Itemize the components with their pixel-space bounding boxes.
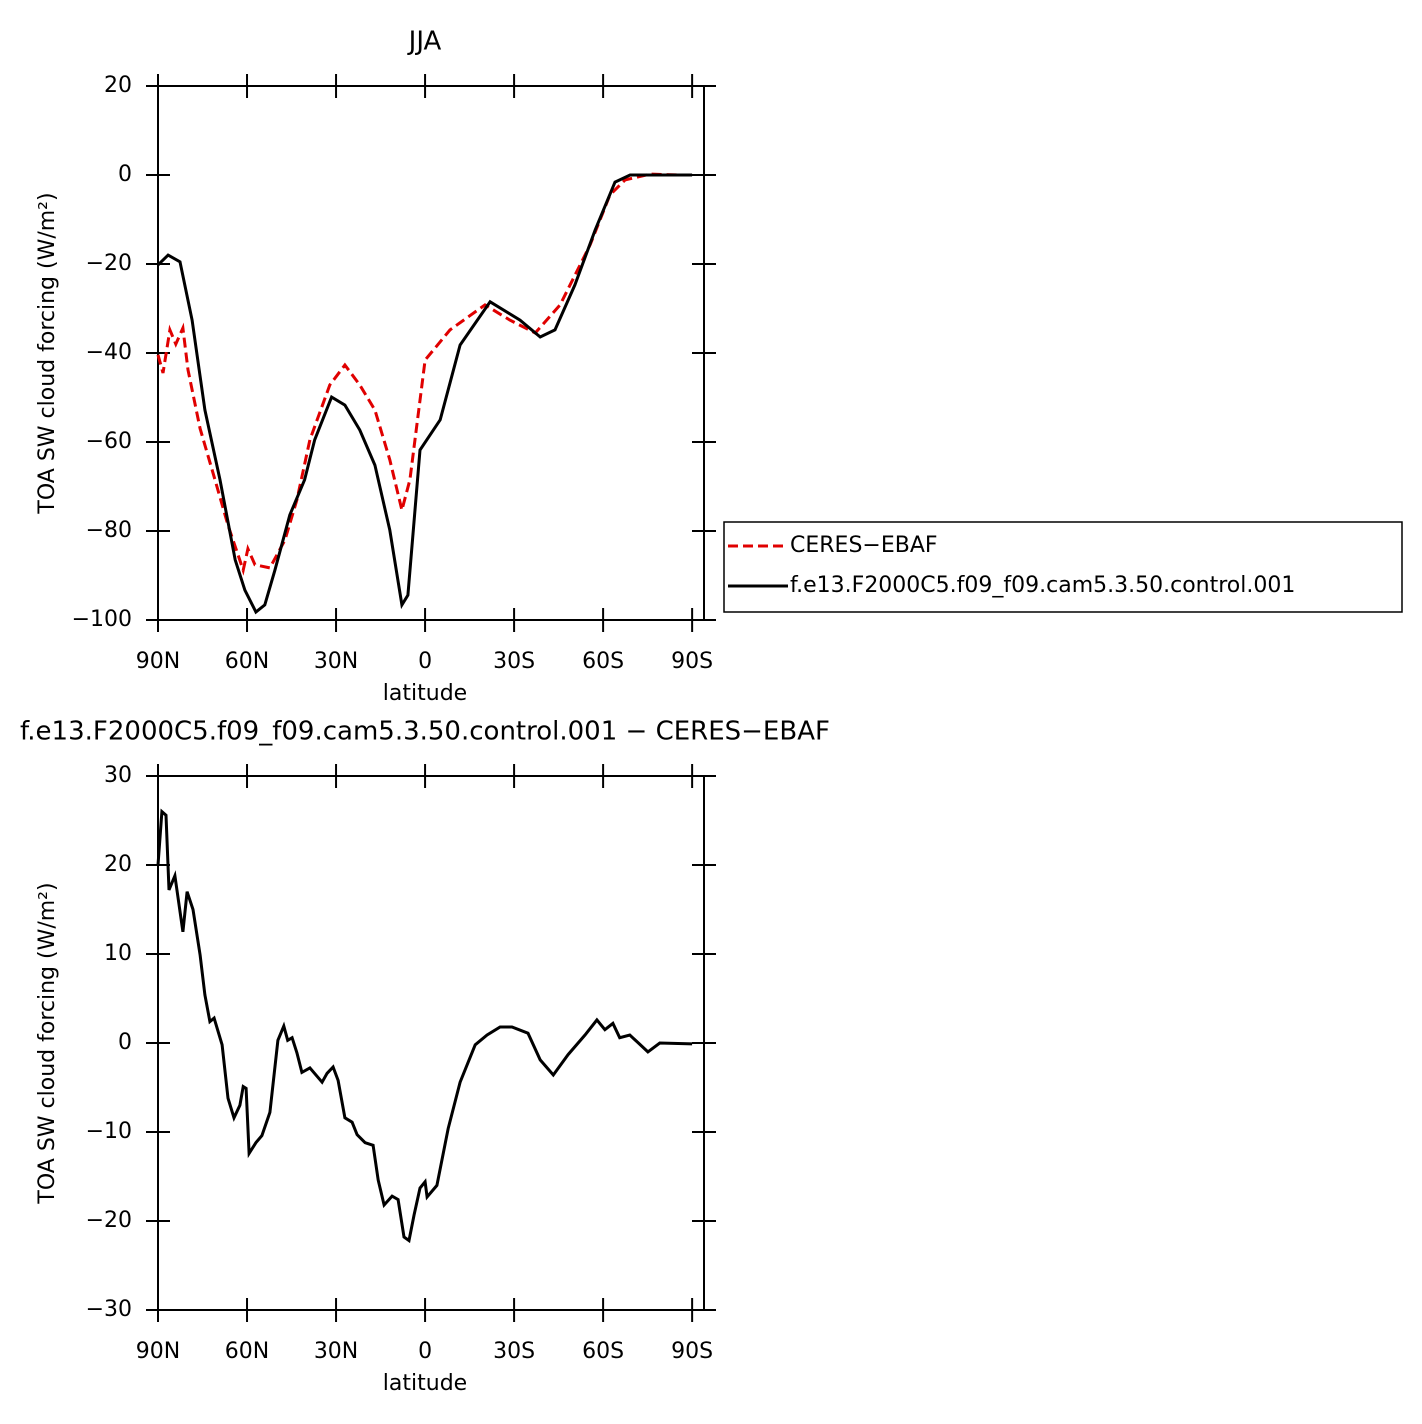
y-tick-label: 30 [104,763,132,788]
x-tick-label: 90N [136,1339,180,1364]
data-line [156,172,693,576]
x-tick-label: 30N [314,1339,358,1364]
y-tick-label: 20 [104,852,132,877]
x-tick-label: 0 [418,649,432,674]
x-tick-label: 60N [225,649,269,674]
plot-frame [157,775,705,1311]
y-axis-label: TOA SW cloud forcing (W/m²) [35,882,60,1204]
x-axis-label: latitude [383,1371,467,1396]
x-tick-label: 60S [582,649,624,674]
legend-box [723,521,1403,613]
x-tick-label: 0 [418,1339,432,1364]
y-tick-label: −40 [86,340,132,365]
legend-label: CERES−EBAF [790,533,938,558]
x-tick-label: 30N [314,649,358,674]
y-tick-label: −60 [86,429,132,454]
y-tick-label: 0 [118,162,132,187]
data-line [156,173,693,615]
x-tick-label: 30S [493,1339,535,1364]
y-tick-label: −20 [86,1208,132,1233]
x-tick-label: 30S [493,649,535,674]
x-tick-label: 90S [671,1339,713,1364]
chart-title: f.e13.F2000C5.f09_f09.cam5.3.50.control.… [20,717,830,747]
y-tick-label: −100 [72,607,132,632]
plot-frame [157,85,705,621]
y-axis-label: TOA SW cloud forcing (W/m²) [35,192,60,514]
y-tick-label: −30 [86,1297,132,1322]
y-tick-label: 10 [104,941,132,966]
y-tick-label: −20 [86,251,132,276]
chart-title: JJA [407,27,442,57]
y-tick-label: 20 [104,73,132,98]
data-line [156,808,693,1244]
x-tick-label: 60N [225,1339,269,1364]
x-tick-label: 90N [136,649,180,674]
y-tick-label: 0 [118,1030,132,1055]
y-tick-label: −10 [86,1119,132,1144]
x-tick-label: 90S [671,649,713,674]
x-axis-label: latitude [383,681,467,706]
legend-label: f.e13.F2000C5.f09_f09.cam5.3.50.control.… [790,573,1295,598]
x-tick-label: 60S [582,1339,624,1364]
y-tick-label: −80 [86,518,132,543]
